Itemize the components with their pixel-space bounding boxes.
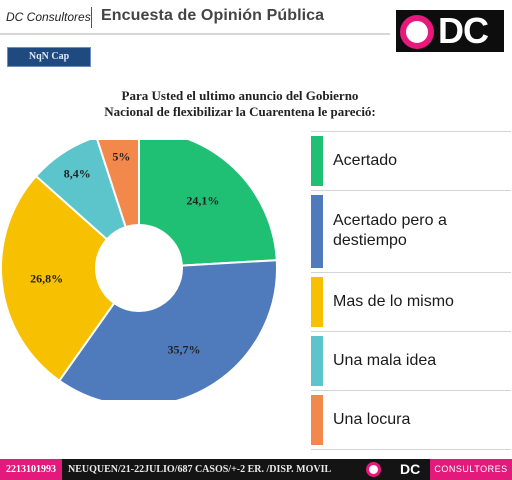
- slice-acertado-destiempo: [57, 259, 278, 400]
- section-tag: NqN Cap: [7, 47, 91, 67]
- logo-ring-icon: [400, 15, 434, 49]
- footer-logo-ring-icon: [366, 462, 381, 477]
- footer-phone: 2213101993: [0, 459, 62, 480]
- chart-title-line-2: Nacional de flexibilizar la Cuarentena l…: [104, 104, 376, 119]
- legend-item-mas-de-lo-mismo: Mas de lo mismo: [311, 272, 511, 331]
- slice-mas-de-lo-mismo: [0, 174, 116, 383]
- legend-label: Una mala idea: [333, 352, 437, 369]
- data-label-mas-de-lo-mismo: 26,8%: [30, 271, 63, 285]
- dc-logo: DC: [396, 10, 504, 52]
- legend-swatch: [311, 395, 323, 445]
- footer-consult: CONSULTORES: [430, 459, 512, 480]
- slice-acertado: [138, 140, 278, 267]
- survey-title: Encuesta de Opinión Pública: [101, 7, 325, 24]
- legend-swatch: [311, 136, 323, 186]
- legend-label: Mas de lo mismo: [333, 293, 454, 310]
- slice-mala-idea: [34, 140, 127, 241]
- header-separator: [91, 7, 92, 28]
- chart-title: Para Usted el ultimo anuncio del Gobiern…: [40, 88, 440, 120]
- data-label-acertado: 24,1%: [186, 193, 219, 207]
- donut-chart: 24,1% 35,7% 26,8% 8,4% 5%: [0, 140, 278, 400]
- legend-swatch: [311, 195, 323, 268]
- chart-title-line-1: Para Usted el ultimo anuncio del Gobiern…: [121, 88, 359, 103]
- legend-label: Una locura: [333, 411, 411, 428]
- slice-locura: [96, 140, 140, 229]
- footer-info: NEUQUEN/21-22JULIO/687 CASOS/+-2 ER. /DI…: [68, 464, 332, 475]
- legend-swatch: [311, 336, 323, 386]
- brand-name: DC Consultores: [6, 10, 91, 24]
- header: DC Consultores Encuesta de Opinión Públi…: [0, 0, 512, 52]
- legend-item-mala-idea: Una mala idea: [311, 331, 511, 390]
- legend-label: Acertado: [333, 152, 398, 169]
- logo-text: DC: [438, 10, 489, 51]
- footer-bar: 2213101993 NEUQUEN/21-22JULIO/687 CASOS/…: [0, 459, 512, 480]
- data-label-mala-idea: 8,4%: [64, 166, 91, 180]
- legend-item-acertado-destiempo: Acertado pero a destiempo: [311, 190, 511, 272]
- legend-item-locura: Una locura: [311, 390, 511, 450]
- footer-brand: DC: [400, 461, 421, 477]
- data-label-acertado-destiempo: 35,7%: [168, 342, 201, 356]
- legend-label: Acertado pero a destiempo: [333, 212, 447, 249]
- header-rule: [0, 33, 390, 35]
- legend-item-acertado: Acertado: [311, 131, 511, 190]
- data-label-locura: 5%: [112, 149, 130, 163]
- chart-legend: Acertado Acertado pero a destiempo Mas d…: [311, 131, 511, 450]
- legend-swatch: [311, 277, 323, 327]
